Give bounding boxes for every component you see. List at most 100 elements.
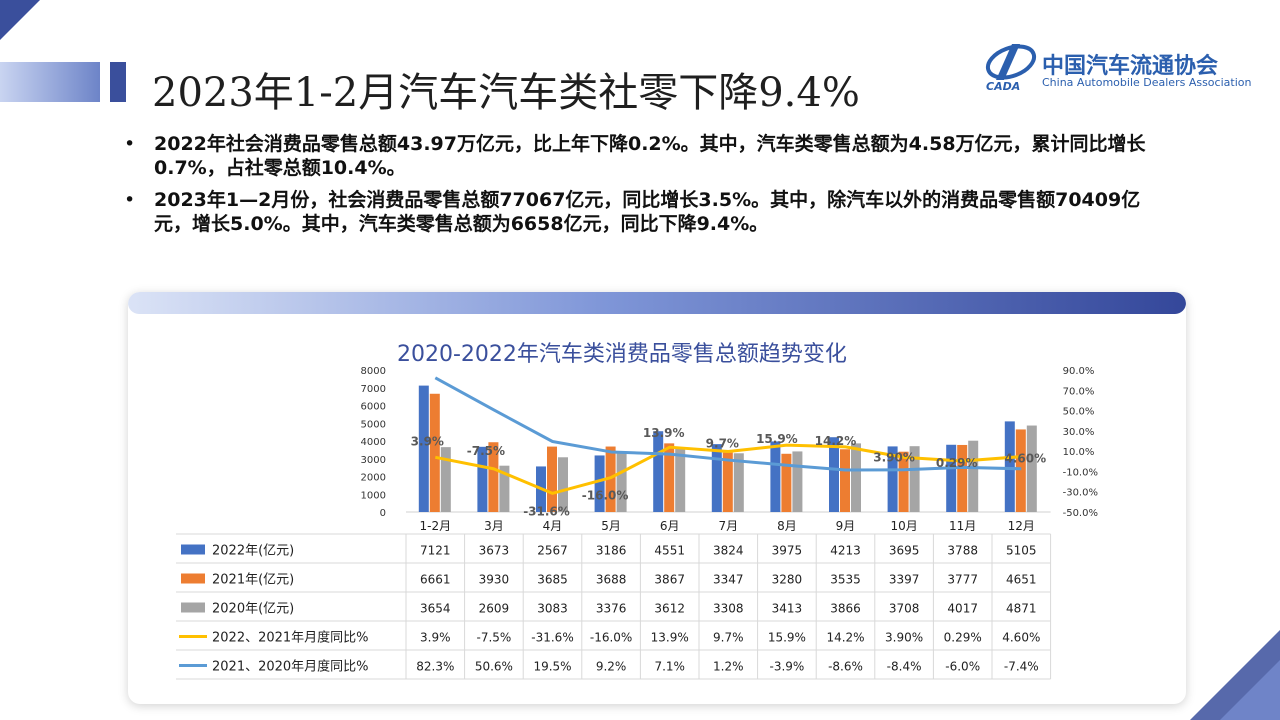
table-cell: 3.9% [420,631,451,645]
bar-2021 [722,452,733,512]
bar-2021 [781,453,792,512]
x-category-label: 7月 [718,519,738,533]
y-left-tick-label: 1000 [361,490,386,501]
card-header-band [128,292,1186,314]
bar-2020 [440,447,451,512]
legend-series-name: 2020年(亿元) [212,602,294,617]
table-cell: 7121 [420,544,451,558]
table-cell: 3930 [479,573,510,587]
logo-english-name: China Automobile Dealers Association [1042,76,1252,89]
bar-2020 [558,457,568,512]
table-cell: -8.4% [887,660,922,674]
table-cell: -7.4% [1004,660,1039,674]
table-cell: 3347 [713,573,744,587]
chart-card: 2020-2022年汽车类消费品零售总额趋势变化 0 1000 2000 3000 400… [128,292,1186,704]
y-right-tick-label: 50.0% [1063,407,1095,418]
y-right-tick-label: 70.0% [1063,386,1095,397]
bar-2020 [792,451,803,512]
bar-2020 [909,446,920,512]
legend-swatch-bar [181,602,205,613]
bar-2021 [547,446,557,512]
y-left-tick-label: 0 [380,508,386,519]
table-cell: 3376 [596,602,627,616]
table-cell: 0.29% [944,631,982,645]
bar-2022 [887,446,898,512]
yellow-line-data-label: 4.60% [1004,452,1046,466]
table-cell: 3824 [713,544,744,558]
y-right-tick-label: 10.0% [1063,447,1095,458]
table-cell: 50.6% [475,660,513,674]
table-cell: 2609 [479,602,510,616]
bar-2021 [605,446,616,512]
legend-series-name: 2022、2021年月度同比% [212,630,369,646]
table-cell: 3654 [420,602,451,616]
line-series-2021-2020 [434,376,1022,472]
bar-2020 [675,447,686,512]
bar-2020 [851,443,861,512]
trend-chart: 2020-2022年汽车类消费品零售总额趋势变化 0 1000 2000 3000 400… [176,342,1098,680]
bar-2021 [898,451,909,512]
table-cell: 3866 [830,602,861,616]
x-category-label: 11月 [949,519,976,533]
bullet-item: 2022年社会消费品零售总额43.97万亿元，比上年下降0.2%。其中，汽车类零… [120,132,1160,180]
y-right-tick-label: -30.0% [1063,488,1098,499]
x-category-label: 5月 [601,519,621,533]
bar-2021 [429,393,440,512]
table-cell: -7.5% [476,631,511,645]
y-left-tick-label: 3000 [361,455,386,466]
table-cell: 7.1% [654,660,685,674]
table-cell: 3413 [772,602,803,616]
bar-2022 [711,444,722,512]
table-cell: 4871 [1006,602,1037,616]
bar-2022 [477,446,488,512]
table-cell: 3535 [830,573,861,587]
table-cell: 3975 [772,544,803,558]
bar-2022 [829,437,839,512]
table-cell: 4.60% [1002,631,1040,645]
bar-2022 [946,444,957,512]
page-title: 2023年1-2月汽车汽车类社零下降9.4% [152,70,860,116]
x-category-label: 9月 [836,519,856,533]
y-left-tick-label: 6000 [361,402,386,413]
y-left-tick-label: 2000 [361,473,386,484]
table-cell: 19.5% [533,660,571,674]
table-cell: 9.2% [596,660,627,674]
summary-bullets: 2022年社会消费品零售总额43.97万亿元，比上年下降0.2%。其中，汽车类零… [120,132,1160,244]
legend-series-name: 2021年(亿元) [212,573,294,588]
table-cell: 3788 [947,544,978,558]
table-cell: 4213 [830,544,861,558]
y-left-tick-label: 5000 [361,419,386,430]
bar-2021 [840,449,850,512]
cada-logo: CADA 中国汽车流通协会 China Automobile Dealers A… [982,40,1251,94]
x-category-label: 10月 [890,519,917,533]
y-right-tick-label: 30.0% [1063,427,1095,438]
yellow-line-data-label: 3.90% [873,450,915,464]
table-cell: 3695 [889,544,920,558]
x-category-label: 12月 [1008,519,1035,533]
chart-title: 2020-2022年汽车类消费品零售总额趋势变化 [397,342,847,367]
bullet-item: 2023年1—2月份，社会消费品零售总额77067亿元，同比增长3.5%。其中，… [120,188,1160,236]
table-cell: -16.0% [590,631,632,645]
table-cell: 9.7% [713,631,744,645]
table-cell: 3777 [947,573,978,587]
logo-mark-text: CADA [986,80,1020,93]
bar-2020 [499,465,510,512]
table-cell: -8.6% [828,660,863,674]
bar-2020 [968,440,979,512]
y-right-tick-label: -50.0% [1063,508,1098,519]
table-cell: 3612 [654,602,685,616]
y-right-tick-label: -10.0% [1063,467,1098,478]
table-cell: 3867 [654,573,685,587]
yellow-line-data-label: 0.29% [936,456,978,470]
table-cell: 4551 [654,544,685,558]
x-category-label: 8月 [777,519,797,533]
legend-series-name: 2021、2020年月度同比% [212,659,369,675]
y-left-tick-label: 8000 [361,366,386,377]
bar-2022 [418,385,429,512]
bar-2022 [653,431,664,512]
x-category-label: 1-2月 [419,519,451,533]
legend-swatch-bar [181,573,205,584]
table-cell: 4017 [947,602,978,616]
table-cell: 3308 [713,602,744,616]
table-cell: 3083 [537,602,568,616]
